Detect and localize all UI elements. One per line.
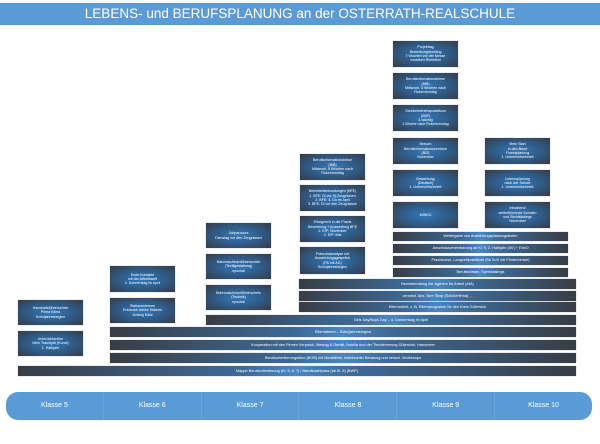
bar-berufsberatung: Berufsberatung der Agentur für Arbeit (A… — [299, 279, 576, 289]
box-bib-k8: Berufsinformationsbörse (BIB) Mittwoch, … — [300, 154, 365, 180]
box-besuch-biz: Besuch Berufsinformationszentrum (BIZ) N… — [393, 138, 458, 164]
box-infoabend: Infoabend weiterführende Schulen und Ber… — [485, 202, 550, 228]
grade-klasse-5: Klasse 5 — [6, 392, 104, 420]
box-potenzialanalyse: Potenzialanalyse mit Auswertungsgespräch… — [300, 247, 365, 274]
bar-vernetzt: vernetzt. Abs. Nee Shop (Schülerfirma) .… — [299, 291, 576, 301]
box-bib-k9: Berufsinformationsbörse (BIB) Mittwoch, … — [393, 73, 458, 99]
grade-klasse-7: Klasse 7 — [202, 392, 300, 420]
box-bohrmaschinenfuehrerschein: Bohrmaschinenführerschein (Technik) epoc… — [206, 285, 271, 310]
bar-anschlussvereinbarung: Anschlussvereinbarung ab Kl. 9, 2. Halbj… — [393, 244, 568, 253]
bar-praxiskurse: Praxiskurse, Langzeitpraktikum (für SuS … — [393, 256, 568, 265]
bar-elternabend: Elternabend – Schuljahresbeginn — [110, 327, 576, 337]
bar-mappe-berufsorientierung: Mappe Berufsorientierung (Kl. 5, 6, 7) /… — [18, 366, 576, 376]
box-unterrichtsreihe-traumjob: Unterrichtsreihe Mein Traumjob (Kunst) 1… — [18, 331, 83, 356]
grade-klasse-10: Klasse 10 — [528, 402, 559, 409]
bar-berufsboersen: Berufsbörsen, Speeddatings — [393, 268, 568, 277]
grade-klasse-9: Klasse 9 — [397, 392, 496, 420]
bar-girls-boys-day: Girls Day/Boys Day – 4. Donnerstag im Ap… — [206, 315, 576, 325]
box-naehmaschinenfuehrerschein: Nähmaschinenführerschein (Textilgestaltu… — [206, 254, 271, 279]
box-schuelerbetriebspraktikum: Schülerbetriebspraktikum (SBP) 3-wöchig … — [393, 105, 458, 131]
bar-weitergabe: Weitergabe von Ausbildungsplatzangeboten — [393, 232, 568, 241]
bar-kooperation: Kooperation mit den Firmen Verpalok, Wes… — [110, 340, 576, 350]
bar-berufsorientierungsbuero: Berufsorientierungsbüro (BOB) mit Mediat… — [110, 353, 576, 363]
grade-klasse-6: Klasse 6 — [104, 392, 202, 420]
box-haushaltsfuehrerschein: Haushaltsführerschein Prima Klima Schulj… — [18, 300, 83, 325]
box-jobparcours: Jobparcours Dienstag vor den Zeugnissen — [206, 223, 271, 248]
box-minko: MINKO — [393, 202, 458, 228]
page-title: LEBENS- und BERUFSPLANUNG an der OSTERRA… — [0, 3, 600, 25]
box-projekttag: Projekttag Bewerbungstraining 7 Wochen v… — [393, 41, 458, 67]
box-berufsfelderkundungen: Berufsfelderkundungen (BFE) 1. BFE: Di v… — [300, 185, 365, 211]
box-stationenlernen: Stationenlernen Entdecke meine Stärken A… — [110, 298, 175, 323]
grade-timeline: Klasse 5 Klasse 6 Klasse 7 Klasse 8 Klas… — [6, 392, 592, 420]
grade-klasse-8: Klasse 8 — [299, 392, 398, 420]
box-erste-kontakte: Erste Kontakte mit der Arbeitswelt 1. Do… — [110, 266, 175, 292]
bar-elternarbeit: Elternarbeit, z. B. Elternprogramm für d… — [299, 302, 576, 312]
box-lebensplanung: Lebensplanung nach der Schule 1. Unterri… — [485, 170, 550, 196]
box-bewerbung-deutsch: Bewerbung (Deutsch) 1. Unterrichtseinhei… — [393, 170, 458, 196]
box-erfolgreich-praxis: Erfolgreich in die Praxis Bewerbung + Au… — [300, 216, 365, 242]
box-mein-start: Mein Start in den Beruf Finanzplanung 1.… — [485, 138, 550, 164]
